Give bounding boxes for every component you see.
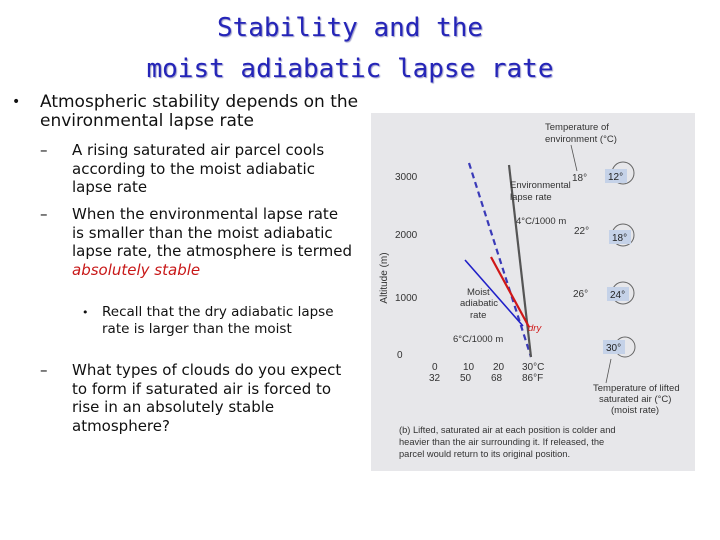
parcel-temp-box bbox=[609, 230, 631, 244]
sub-bullet-text-3: What types of clouds do you expect to fo… bbox=[72, 361, 342, 435]
top-label-2: environment (°C) bbox=[545, 134, 617, 145]
figure-svg: Temperature of environment (°C) Altitude… bbox=[371, 113, 695, 471]
blue-highlight-line bbox=[464, 259, 524, 327]
parcel-temp-0: 30° bbox=[606, 343, 621, 354]
figure-background bbox=[371, 113, 695, 471]
small-bullet-marker: • bbox=[82, 306, 89, 319]
stability-figure: Temperature of environment (°C) Altitude… bbox=[371, 113, 695, 471]
y-tick-2000: 2000 bbox=[395, 230, 418, 241]
env-rate-label-1: Environmental bbox=[510, 180, 571, 191]
x-tick-c-30: 30°C bbox=[522, 362, 544, 373]
sub-bullet-text-2: When the environmental lapse rate is sma… bbox=[72, 205, 352, 260]
slide-title-line-2: moist adiabatic lapse rate bbox=[146, 54, 554, 84]
sub-bullet-text-1: A rising saturated air parcel cools acco… bbox=[72, 141, 325, 196]
sub-bullet-cloud-question: – What types of clouds do you expect to … bbox=[40, 361, 357, 435]
dry-adiabat-line bbox=[490, 256, 530, 328]
parcel-temp-box bbox=[605, 169, 627, 183]
dash-marker: – bbox=[40, 141, 48, 159]
x-tick-f-86: 86°F bbox=[522, 373, 543, 384]
figure-caption-3: parcel would return to its original posi… bbox=[399, 449, 570, 459]
env-temp-3000: 18° bbox=[572, 173, 587, 184]
moist-label-2: adiabatic bbox=[460, 298, 498, 309]
sub-bullet-rising-parcel: – A rising saturated air parcel cools ac… bbox=[40, 141, 342, 197]
y-tick-3000: 3000 bbox=[395, 172, 418, 183]
bottom-label-leader bbox=[605, 358, 612, 384]
x-tick-f-68: 68 bbox=[491, 373, 503, 384]
bottom-label-2: saturated air (°C) bbox=[599, 394, 671, 405]
absolutely-stable-emphasis: absolutely stable bbox=[72, 260, 201, 279]
y-axis-label: Altitude (m) bbox=[379, 252, 390, 303]
x-tick-f-32: 32 bbox=[429, 373, 441, 384]
dry-label: dry bbox=[528, 323, 542, 334]
parcel-temp-3000: 12° bbox=[608, 172, 623, 183]
parcel-temp-2000: 18° bbox=[612, 233, 627, 244]
sub-sub-bullet-dry-rate: • Recall that the dry adiabatic lapse ra… bbox=[82, 304, 342, 338]
parcel-temp-box bbox=[603, 340, 625, 354]
moist-label-3: rate bbox=[470, 310, 486, 321]
moist-adiabat-line bbox=[467, 162, 533, 358]
y-tick-0: 0 bbox=[397, 350, 403, 361]
bottom-label-1: Temperature of lifted bbox=[593, 383, 680, 394]
dash-marker: – bbox=[40, 205, 48, 223]
env-rate-label-2: lapse rate bbox=[510, 192, 552, 203]
slide-title-line-1: Stability and the bbox=[216, 13, 484, 43]
env-rate-value: 4°C/1000 m bbox=[516, 216, 566, 227]
top-label-1: Temperature of bbox=[545, 122, 609, 133]
dash-marker: – bbox=[40, 361, 48, 379]
bullet-marker: • bbox=[12, 94, 21, 110]
x-tick-c-10: 10 bbox=[463, 362, 475, 373]
figure-caption-2: heavier than the air surrounding it. If … bbox=[399, 437, 604, 447]
y-tick-1000: 1000 bbox=[395, 293, 418, 304]
top-label-leader bbox=[570, 144, 578, 172]
moist-rate-value: 6°C/1000 m bbox=[453, 334, 503, 345]
sub-bullet-absolutely-stable: – When the environmental lapse rate is s… bbox=[40, 205, 354, 279]
bullet-text-1: Atmospheric stability depends on the env… bbox=[40, 92, 359, 131]
sub-sub-bullet-text: Recall that the dry adiabatic lapse rate… bbox=[102, 304, 334, 337]
x-tick-c-20: 20 bbox=[493, 362, 505, 373]
parcel-temp-1000: 24° bbox=[610, 290, 625, 301]
parcel-temp-box bbox=[607, 287, 629, 301]
env-temp-1000: 26° bbox=[573, 289, 588, 300]
moist-label-1: Moist bbox=[467, 287, 490, 298]
bottom-label-3: (moist rate) bbox=[611, 405, 659, 416]
figure-caption-1: (b) Lifted, saturated air at each positi… bbox=[399, 425, 616, 435]
x-tick-c-0: 0 bbox=[432, 362, 438, 373]
x-tick-f-50: 50 bbox=[460, 373, 472, 384]
env-temp-2000: 22° bbox=[574, 226, 589, 237]
